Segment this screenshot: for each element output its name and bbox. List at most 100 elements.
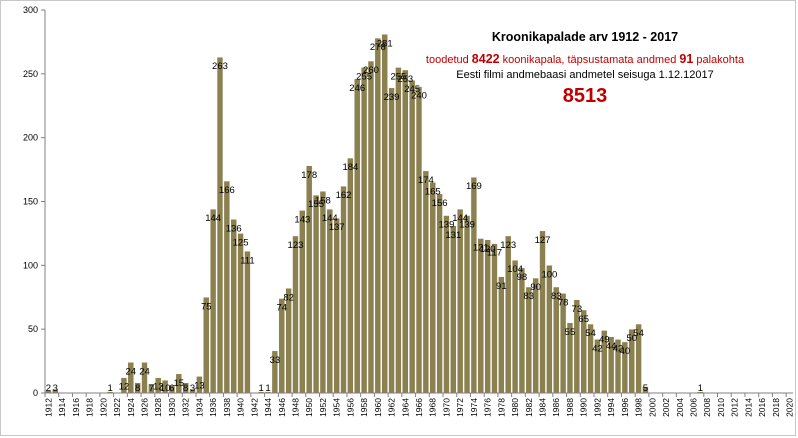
x-tick-label: 1958 xyxy=(359,398,369,417)
bar xyxy=(312,194,320,394)
x-tick-label: 1982 xyxy=(524,398,534,417)
title-block: Kroonikapalade arv 1912 - 2017 toodetud … xyxy=(420,30,750,108)
subtitle-middle: koonikapala, täpsustamata andmed xyxy=(499,54,680,66)
data-label: 42 xyxy=(592,343,603,354)
data-label: 1 xyxy=(698,383,703,394)
data-label: 125 xyxy=(233,237,249,248)
x-tick-label: 1988 xyxy=(565,398,575,417)
x-tick-label: 1994 xyxy=(606,398,616,417)
bar xyxy=(340,185,347,394)
x-tick-label: 1992 xyxy=(592,398,602,417)
bar xyxy=(463,215,471,394)
data-label: 137 xyxy=(329,222,345,233)
x-tick-label: 1976 xyxy=(483,398,493,417)
data-label: 144 xyxy=(322,213,338,224)
data-label: 165 xyxy=(425,186,441,197)
x-tick-label: 1912 xyxy=(43,398,53,417)
bar xyxy=(422,170,429,394)
y-tick-label: 50 xyxy=(28,324,38,334)
bar xyxy=(409,80,416,394)
data-label: 5 xyxy=(643,383,648,394)
data-label: 12 xyxy=(153,382,164,393)
data-label: 49 xyxy=(599,334,610,345)
x-tick-label: 1916 xyxy=(71,398,81,417)
data-label: 98 xyxy=(517,272,528,283)
bar xyxy=(518,267,526,394)
data-label: 54 xyxy=(633,328,644,339)
data-label: 162 xyxy=(336,190,352,201)
y-tick-label: 0 xyxy=(33,388,38,398)
bar xyxy=(498,276,505,394)
x-tick-label: 1920 xyxy=(98,398,108,417)
data-label: 174 xyxy=(418,175,434,186)
data-label: 239 xyxy=(384,92,400,103)
bar xyxy=(333,217,340,394)
data-label: 123 xyxy=(500,240,516,251)
bar xyxy=(388,87,395,394)
x-tick-label: 2000 xyxy=(647,398,657,417)
data-label: 3 xyxy=(190,383,195,394)
data-label: 127 xyxy=(535,235,551,246)
data-label: 281 xyxy=(377,38,393,49)
bar xyxy=(402,69,409,394)
x-tick-label: 1980 xyxy=(510,398,520,417)
data-label: 120 xyxy=(480,244,496,255)
y-tick-label: 300 xyxy=(23,5,38,15)
data-label: 54 xyxy=(585,328,596,339)
bar xyxy=(546,265,553,394)
x-tick-label: 2004 xyxy=(675,398,685,417)
chart-title: Kroonikapalade arv 1912 - 2017 xyxy=(491,30,679,44)
data-label: 42 xyxy=(613,343,624,354)
data-label: 8 xyxy=(183,383,188,394)
x-tick-label: 1922 xyxy=(112,398,122,417)
x-tick-label: 1928 xyxy=(153,398,163,417)
bar xyxy=(244,251,251,394)
x-tick-label: 1934 xyxy=(194,398,204,417)
x-tick-label: 1984 xyxy=(538,398,548,417)
x-tick-label: 1944 xyxy=(263,398,273,417)
y-tick-label: 250 xyxy=(23,69,38,79)
x-tick-label: 1962 xyxy=(387,398,397,417)
data-label: 104 xyxy=(507,264,523,275)
data-label: 50 xyxy=(626,333,637,344)
x-tick-label: 1942 xyxy=(249,398,259,417)
x-tick-label: 2016 xyxy=(757,398,767,417)
x-tick-label: 1960 xyxy=(373,398,383,417)
data-label: 158 xyxy=(315,195,331,206)
x-tick-label: 1966 xyxy=(414,398,424,417)
data-label: 166 xyxy=(219,185,235,196)
x-tick-label: 2002 xyxy=(661,398,671,417)
x-tick-label: 1956 xyxy=(345,398,355,417)
data-label: 240 xyxy=(411,91,427,102)
x-tick-label: 1924 xyxy=(126,398,136,417)
x-tick-label: 1918 xyxy=(85,398,95,417)
data-label: 278 xyxy=(370,42,386,53)
x-tick-label: 1968 xyxy=(428,398,438,417)
data-label: 1 xyxy=(259,383,264,394)
total-count: 8513 xyxy=(562,85,608,107)
data-label: 246 xyxy=(349,83,365,94)
data-label: 111 xyxy=(240,255,254,266)
data-label: 143 xyxy=(294,214,310,225)
bar xyxy=(360,67,368,394)
data-label: 121 xyxy=(473,243,489,254)
data-label: 253 xyxy=(397,74,413,85)
data-label: 24 xyxy=(139,366,150,377)
subtitle-suffix: palakohta xyxy=(693,54,745,66)
data-label: 83 xyxy=(524,291,535,302)
data-label: 1 xyxy=(108,383,113,394)
data-label: 169 xyxy=(466,181,482,192)
x-tick-label: 1990 xyxy=(579,398,589,417)
x-tick-label: 1964 xyxy=(400,398,410,417)
data-label: 55 xyxy=(565,327,576,338)
x-tick-label: 1970 xyxy=(441,398,451,417)
data-label: 6 xyxy=(169,383,174,394)
data-label: 75 xyxy=(201,301,212,312)
bars xyxy=(45,34,704,394)
data-label: 136 xyxy=(226,223,242,234)
x-tick-label: 1986 xyxy=(551,398,561,417)
subtitle-prefix: toodetud xyxy=(425,54,472,66)
x-tick-label: 2010 xyxy=(716,398,726,417)
